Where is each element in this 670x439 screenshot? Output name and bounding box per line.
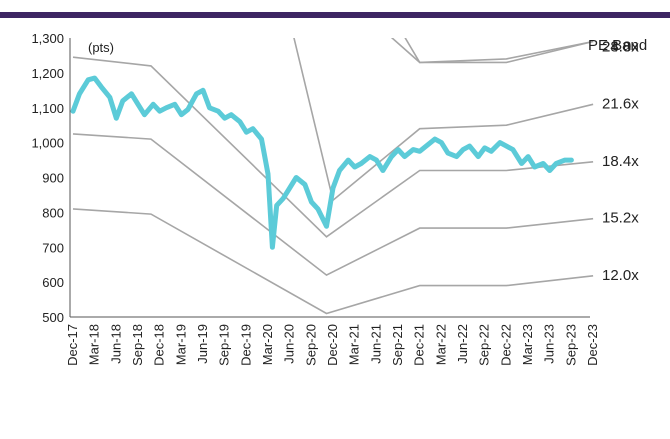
x-tick-label: Sep-23 [563,324,578,366]
pe-band-line [72,208,594,315]
pe-band-label: 12.0x [602,267,639,284]
y-axis-unit-label: (pts) [88,40,114,55]
y-tick-label: 1,100 [31,101,64,116]
x-tick-label: Mar-18 [87,324,102,365]
pe-band-label: 21.6x [602,95,639,112]
x-tick-label: Dec-18 [152,324,167,366]
pe-band-label: 15.2x [602,210,639,227]
x-tick-label: Mar-20 [260,324,275,365]
pe-band-line [72,133,594,277]
index-series [70,75,574,250]
x-tick-label: Dec-20 [325,324,340,366]
x-tick-label: Sep-21 [390,324,405,366]
x-tick-label: Mar-19 [173,324,188,365]
index-line [70,75,574,250]
y-tick-label: 800 [42,205,64,220]
y-tick-label: 1,200 [31,66,64,81]
x-tick-label: Dec-21 [412,324,427,366]
x-tick-label: Mar-23 [520,324,535,365]
y-tick-label: 900 [42,171,64,186]
x-tick-label: Sep-18 [130,324,145,366]
pe-band-line [390,38,594,64]
x-tick-label: Dec-17 [65,324,80,366]
x-tick-label: Sep-19 [217,324,232,366]
x-tick-labels: Dec-17 Mar-18 Jun-18 Sep-18 Dec-18 Mar-19 Jun-… [65,324,600,366]
x-tick-label: Jun-20 [282,324,297,364]
pe-band-line [404,38,594,64]
x-tick-label: Dec-23 [585,324,600,366]
x-tick-label: Sep-20 [303,324,318,366]
pe-band-label: 28.0x [602,38,639,55]
x-tick-label: Mar-22 [433,324,448,365]
pe-band-label: 18.4x [602,153,639,170]
x-tick-label: Jun-23 [542,324,557,364]
x-tick-label: Jun-22 [455,324,470,364]
x-tick-label: Sep-22 [477,324,492,366]
pe-band-label: 24.8x [602,38,639,55]
x-tick-label: Dec-19 [238,324,253,366]
x-tick-label: Mar-21 [347,324,362,365]
legend-title: PE Band [588,37,647,54]
x-tick-label: Jun-19 [195,324,210,364]
y-tick-label: 600 [42,275,64,290]
y-tick-label: 1,300 [31,31,64,46]
x-tick-label: Jun-21 [368,324,383,364]
y-tick-label: 1,000 [31,136,64,151]
y-tick-labels: 500 600 700 800 900 1,000 1,100 1,200 1,300 [31,31,64,325]
y-tick-label: 700 [42,240,64,255]
x-tick-label: Dec-22 [498,324,513,366]
y-tick-label: 500 [42,310,64,325]
top-accent-bar [0,12,670,18]
x-tick-label: Jun-18 [108,324,123,364]
pe-band-line [72,56,594,238]
